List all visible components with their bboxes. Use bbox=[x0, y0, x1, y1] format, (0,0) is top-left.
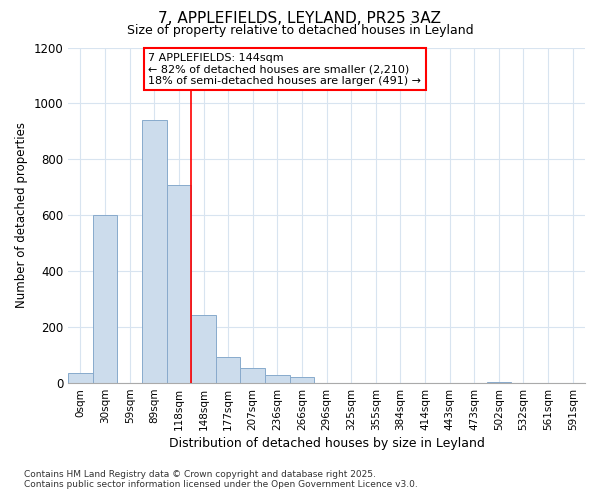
Bar bbox=[290, 378, 314, 383]
Bar bbox=[68, 374, 93, 383]
Text: Contains HM Land Registry data © Crown copyright and database right 2025.
Contai: Contains HM Land Registry data © Crown c… bbox=[24, 470, 418, 489]
Bar bbox=[241, 368, 265, 383]
Text: 7, APPLEFIELDS, LEYLAND, PR25 3AZ: 7, APPLEFIELDS, LEYLAND, PR25 3AZ bbox=[158, 11, 442, 26]
Bar bbox=[191, 314, 216, 383]
Bar bbox=[265, 374, 290, 383]
Bar bbox=[487, 382, 511, 383]
Y-axis label: Number of detached properties: Number of detached properties bbox=[15, 122, 28, 308]
X-axis label: Distribution of detached houses by size in Leyland: Distribution of detached houses by size … bbox=[169, 437, 485, 450]
Text: Size of property relative to detached houses in Leyland: Size of property relative to detached ho… bbox=[127, 24, 473, 37]
Bar bbox=[216, 356, 241, 383]
Bar bbox=[93, 216, 118, 383]
Bar bbox=[142, 120, 167, 383]
Bar bbox=[167, 184, 191, 383]
Text: 7 APPLEFIELDS: 144sqm
← 82% of detached houses are smaller (2,210)
18% of semi-d: 7 APPLEFIELDS: 144sqm ← 82% of detached … bbox=[148, 52, 421, 86]
